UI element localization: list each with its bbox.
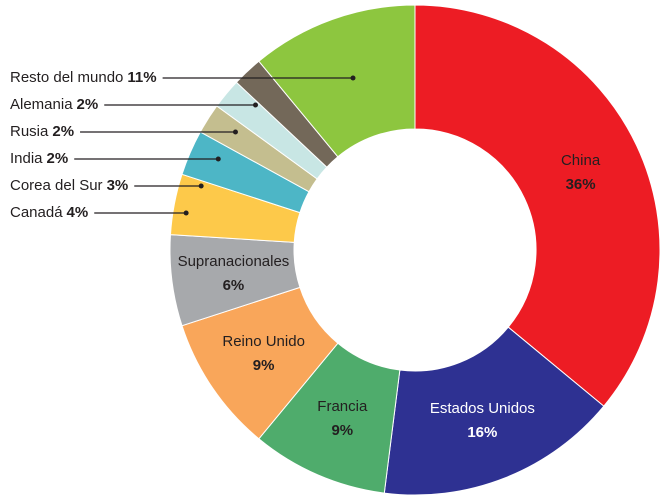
label-value: 2%	[52, 123, 74, 140]
donut-segment	[383, 326, 605, 496]
label-name: Rusia	[10, 123, 49, 140]
label-value: 3%	[107, 177, 129, 194]
leader-dot	[253, 102, 259, 108]
donut-segment	[258, 4, 416, 158]
label-value: 4%	[67, 204, 89, 221]
label-value: 2%	[77, 96, 99, 113]
segment-label: China	[561, 152, 601, 169]
segment-label: Estados Unidos	[430, 400, 535, 417]
leader-dot	[350, 75, 356, 81]
label-name: Alemania	[10, 96, 73, 113]
outside-label: India 2%	[10, 150, 68, 167]
label-name: India	[10, 150, 43, 167]
outside-label: Alemania 2%	[10, 96, 98, 113]
segment-value: 36%	[566, 176, 596, 193]
outside-label: Resto del mundo 11%	[10, 69, 157, 86]
label-name: Corea del Sur	[10, 177, 103, 194]
outside-label: Corea del Sur 3%	[10, 177, 128, 194]
label-value: 2%	[47, 150, 69, 167]
segment-value: 16%	[467, 424, 497, 441]
segment-label: Reino Unido	[222, 333, 305, 350]
donut-segment	[414, 4, 661, 407]
leader-dot	[183, 210, 189, 216]
segment-value: 9%	[331, 422, 353, 439]
segment-label: Supranacionales	[178, 253, 290, 270]
segment-value: 6%	[223, 277, 245, 294]
leader-dot	[198, 183, 204, 189]
segment-value: 9%	[253, 357, 275, 374]
label-name: Canadá	[10, 204, 63, 221]
leader-dot	[215, 156, 221, 162]
label-name: Resto del mundo	[10, 69, 123, 86]
segment-label: Francia	[317, 398, 368, 415]
leader-dot	[232, 129, 238, 135]
outside-label: Rusia 2%	[10, 123, 74, 140]
outside-label: Canadá 4%	[10, 204, 88, 221]
label-value: 11%	[127, 69, 156, 86]
